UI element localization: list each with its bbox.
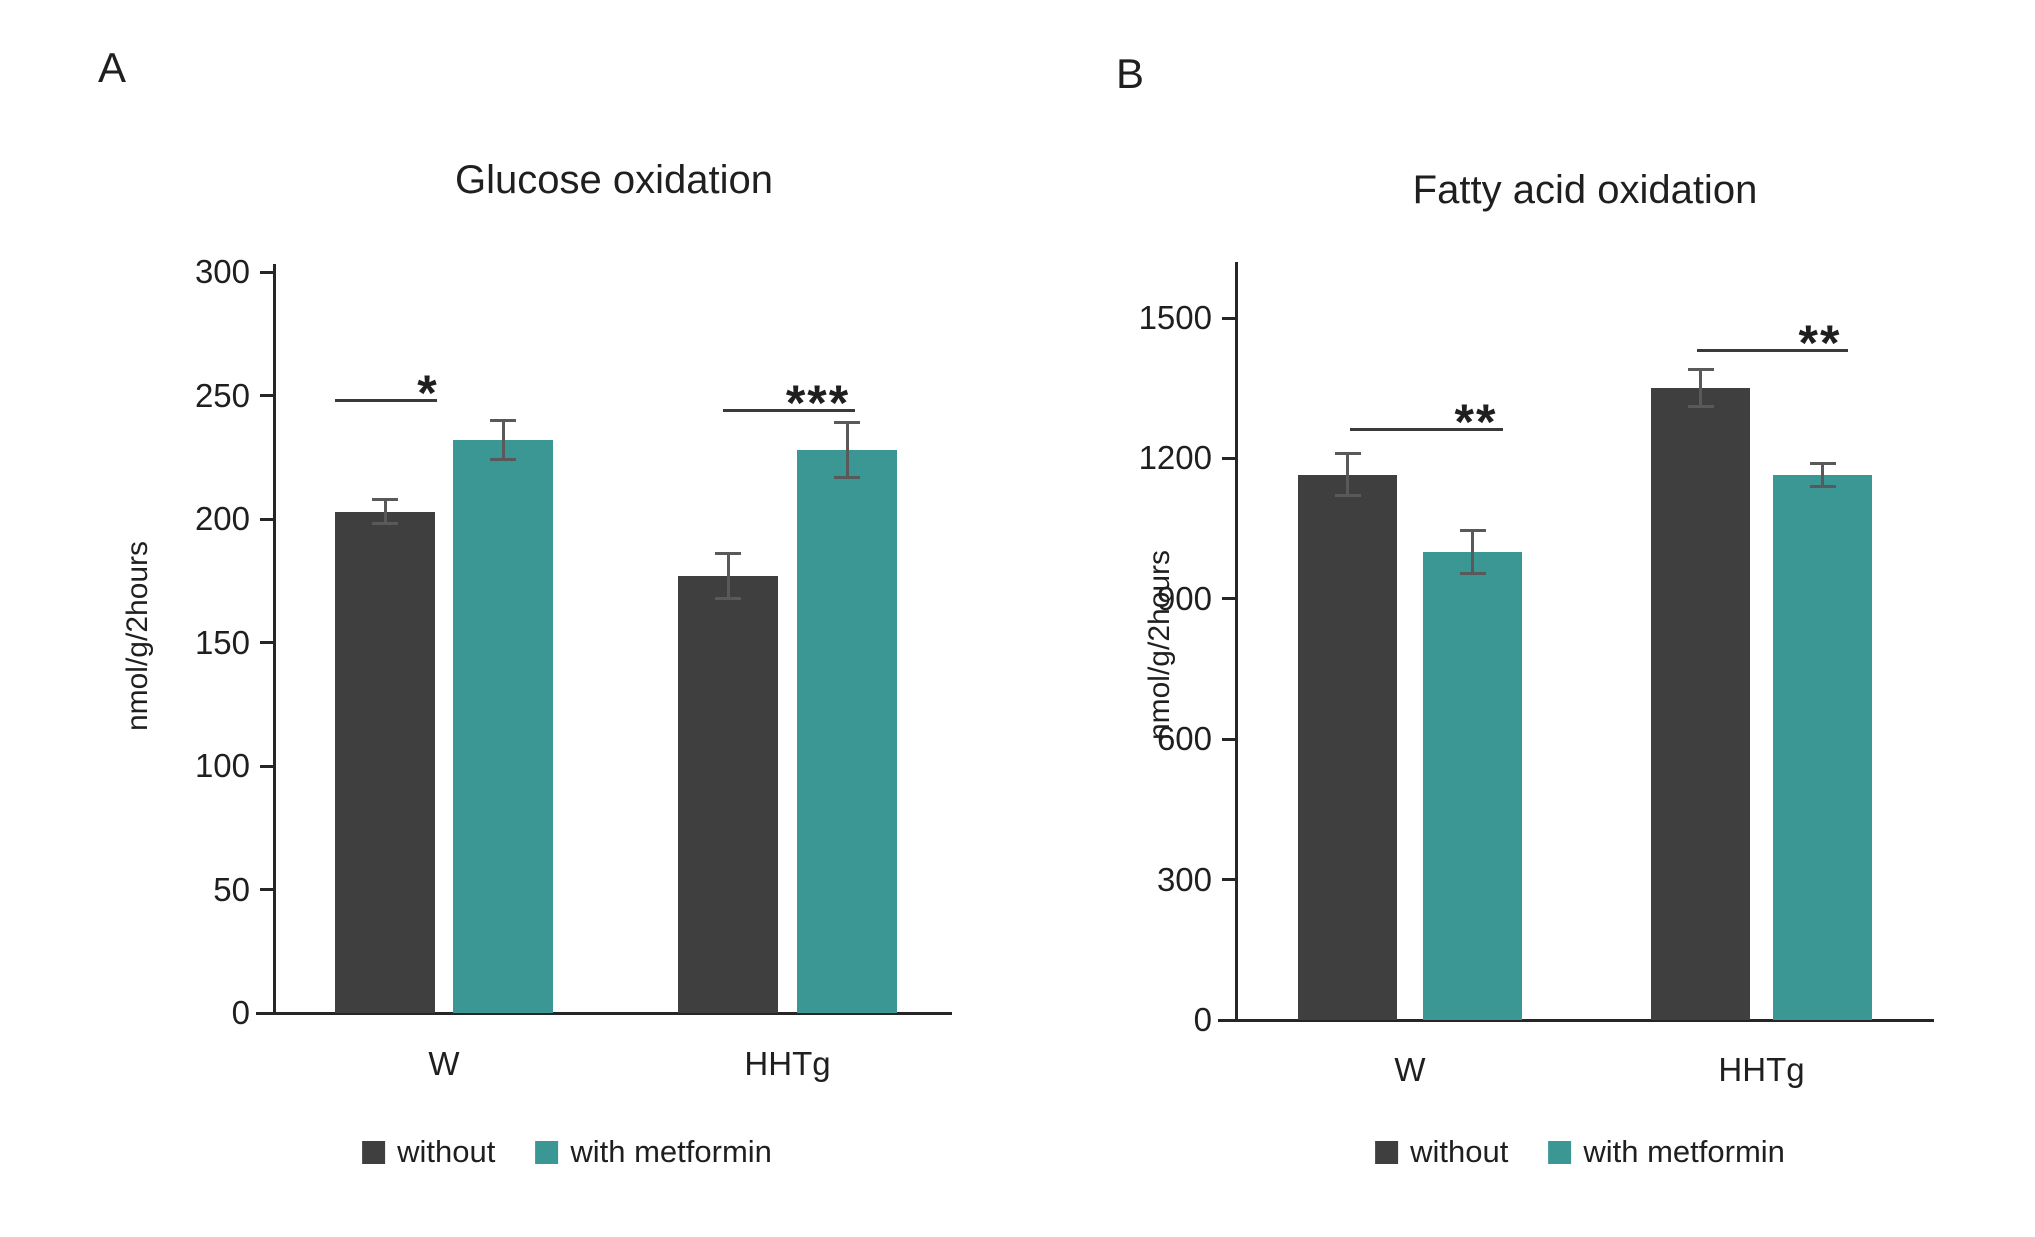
y-tick-label-b: 0 (1193, 1001, 1212, 1038)
error-cap-bottom-b-w-s0 (1334, 494, 1361, 498)
panel-a-letter: A (98, 44, 127, 91)
y-tick-label-a: 300 (194, 253, 250, 290)
y-tick-label-b: 900 (1156, 579, 1212, 617)
y-tick-a (260, 394, 274, 397)
error-bar-a-w-s1 (501, 420, 505, 460)
y-tick-label-a: 150 (194, 623, 250, 661)
x-category-label-b-hhtg: HHTg (1718, 1051, 1805, 1088)
y-tick-label-b: 1500 (1138, 299, 1212, 336)
y-tick-b (1222, 878, 1236, 882)
bar-b-hhtg-s0 (1651, 388, 1750, 1020)
error-bar-b-hhtg-s0 (1699, 369, 1702, 407)
sig-label-a-1: *** (785, 375, 851, 431)
error-cap-bottom-a-w-s0 (372, 522, 398, 526)
error-cap-top-b-w-s1 (1459, 529, 1486, 533)
error-cap-top-a-w-s1 (490, 418, 516, 422)
y-axis-line-b (1234, 262, 1238, 1022)
sig-line-a-0 (335, 398, 437, 402)
legend-swatch-b-0 (1375, 1140, 1399, 1164)
bar-b-w-s0 (1298, 474, 1397, 1020)
y-tick-label-b: 300 (1156, 860, 1212, 898)
bar-a-w-s1 (453, 439, 553, 1013)
y-tick-label-a: 50 (213, 870, 250, 908)
y-tick-label-b: 600 (1156, 720, 1212, 758)
error-bar-a-hhtg-s0 (726, 553, 730, 599)
legend-label-b-0: without (1410, 1134, 1509, 1169)
y-tick-a (260, 764, 274, 768)
x-axis-line-a (256, 1011, 952, 1015)
panel-b-letter: B (1116, 50, 1145, 97)
legend-item-b-1: with metformin (1548, 1134, 1785, 1170)
legend-item-b-0: without (1375, 1134, 1508, 1170)
sig-label-b-1: ** (1798, 315, 1842, 371)
y-tick-b (1222, 597, 1236, 601)
error-cap-bottom-b-w-s1 (1459, 571, 1486, 575)
error-bar-a-w-s0 (383, 499, 387, 524)
bar-b-w-s1 (1423, 552, 1522, 1020)
y-tick-label-a: 200 (194, 500, 250, 537)
error-bar-b-w-s1 (1471, 530, 1474, 574)
error-bar-b-hhtg-s1 (1821, 463, 1824, 487)
error-cap-bottom-a-w-s1 (490, 458, 516, 462)
error-cap-top-b-hhtg-s1 (1809, 461, 1836, 465)
x-axis-line-b (1218, 1018, 1934, 1022)
y-tick-a (260, 270, 274, 274)
y-tick-b (1222, 456, 1236, 460)
panel-a-title: Glucose oxidation (455, 158, 773, 202)
error-cap-top-b-w-s0 (1334, 452, 1361, 456)
x-category-label-a-w: W (428, 1045, 460, 1082)
error-cap-bottom-a-hhtg-s1 (834, 475, 860, 479)
y-tick-a (260, 888, 274, 891)
bar-a-w-s0 (335, 511, 435, 1013)
bar-a-hhtg-s0 (678, 575, 778, 1013)
legend-label-a-1: with metformin (570, 1134, 772, 1169)
sig-label-a-0: * (417, 365, 439, 421)
error-cap-bottom-b-hhtg-s0 (1687, 405, 1714, 409)
error-cap-top-a-hhtg-s0 (715, 552, 741, 556)
sig-line-b-0 (1350, 427, 1503, 431)
y-tick-a (260, 517, 274, 521)
x-category-label-b-w: W (1394, 1051, 1426, 1088)
error-cap-bottom-b-hhtg-s1 (1809, 484, 1836, 488)
legend-swatch-a-0 (362, 1140, 386, 1164)
y-tick-label-a: 100 (194, 747, 250, 784)
y-axis-line-a (272, 264, 276, 1015)
legend-label-a-0: without (397, 1134, 496, 1169)
y-tick-a (260, 641, 274, 644)
sig-label-b-0: ** (1454, 394, 1498, 450)
panel-b-title: Fatty acid oxidation (1412, 168, 1758, 212)
error-bar-b-w-s0 (1346, 453, 1349, 496)
error-cap-top-a-hhtg-s1 (834, 421, 860, 425)
panel-b-legend: without with metformin (1375, 1134, 1785, 1170)
y-tick-label-b: 1200 (1138, 439, 1212, 477)
sig-line-b-1 (1697, 348, 1848, 352)
bar-a-hhtg-s1 (797, 449, 897, 1013)
panel-a-legend: without with metformin (362, 1134, 772, 1170)
y-tick-label-a: 250 (194, 376, 250, 414)
legend-item-a-1: with metformin (535, 1134, 772, 1170)
y-tick-label-a: 0 (231, 994, 250, 1031)
bar-b-hhtg-s1 (1773, 474, 1872, 1020)
error-bar-a-hhtg-s1 (845, 422, 849, 477)
y-tick-b (1222, 737, 1236, 741)
error-cap-bottom-a-hhtg-s0 (715, 596, 741, 600)
legend-label-b-1: with metformin (1583, 1134, 1785, 1169)
error-cap-top-b-hhtg-s0 (1687, 367, 1714, 371)
x-category-label-a-hhtg: HHTg (744, 1045, 831, 1082)
y-tick-b (1222, 316, 1236, 320)
legend-swatch-a-1 (535, 1140, 559, 1164)
legend-item-a-0: without (362, 1134, 495, 1170)
error-cap-top-a-w-s0 (372, 497, 398, 501)
sig-line-a-1 (723, 408, 855, 412)
legend-swatch-b-1 (1548, 1140, 1572, 1164)
